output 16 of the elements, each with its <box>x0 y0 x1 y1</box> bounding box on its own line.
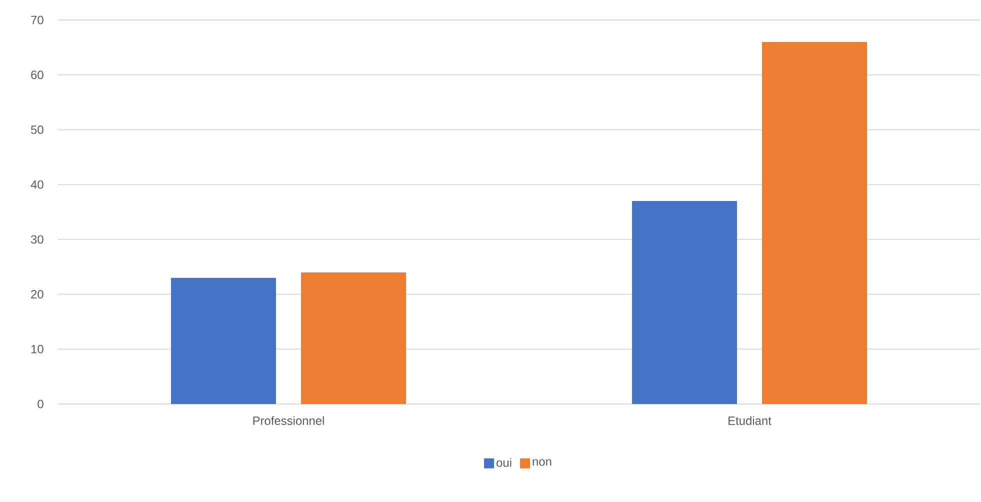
y-tick-label: 20 <box>31 290 44 299</box>
bar <box>632 201 738 404</box>
x-tick-label: Professionnel <box>253 416 324 425</box>
y-tick-label: 10 <box>31 344 44 354</box>
y-tick-label: 70 <box>31 16 44 24</box>
x-tick-label: Etudiant <box>728 416 772 425</box>
y-tick-label: 30 <box>30 235 44 244</box>
y-tick-label: 0 <box>38 400 44 408</box>
bar <box>171 278 276 404</box>
y-tick-label: 50 <box>31 125 44 134</box>
legend-label: oui <box>496 458 512 467</box>
bar <box>301 272 406 404</box>
legend-label: non <box>532 459 552 466</box>
y-tick-label: 60 <box>31 70 44 80</box>
y-tick-label: 40 <box>30 180 44 189</box>
bar <box>762 42 868 404</box>
